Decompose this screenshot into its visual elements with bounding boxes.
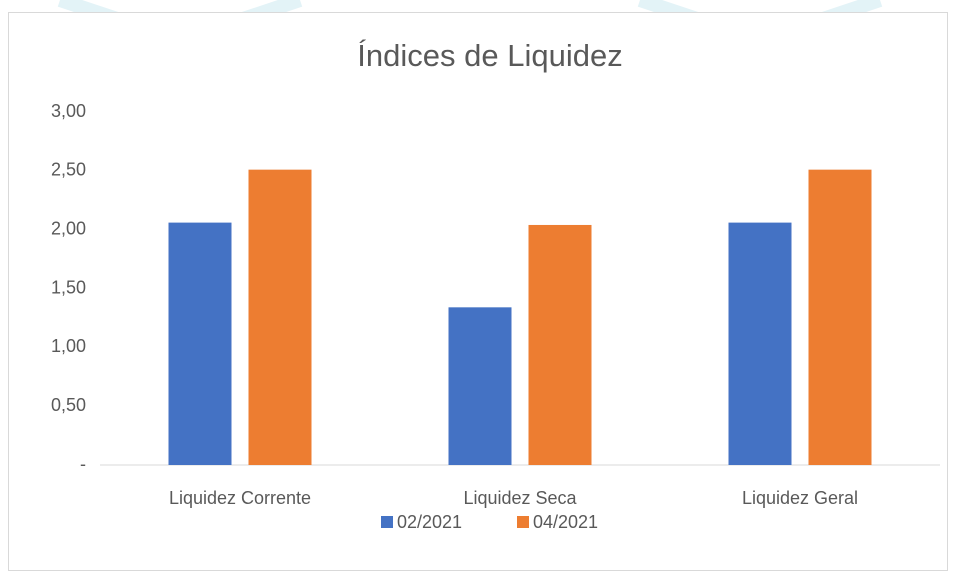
y-tick-label: 3,00 bbox=[51, 101, 86, 121]
bar bbox=[528, 224, 592, 465]
bar bbox=[448, 307, 512, 465]
legend-label: 02/2021 bbox=[397, 512, 462, 532]
x-tick-label: Liquidez Seca bbox=[463, 488, 577, 508]
bar bbox=[808, 169, 872, 465]
bar bbox=[248, 169, 312, 465]
y-tick-label: 0,50 bbox=[51, 395, 86, 415]
legend-swatch bbox=[381, 516, 393, 528]
x-tick-label: Liquidez Geral bbox=[742, 488, 858, 508]
y-tick-label: - bbox=[80, 454, 86, 474]
bar bbox=[728, 222, 792, 465]
legend-label: 04/2021 bbox=[533, 512, 598, 532]
x-tick-label: Liquidez Corrente bbox=[169, 488, 311, 508]
y-tick-label: 1,00 bbox=[51, 336, 86, 356]
legend-swatch bbox=[517, 516, 529, 528]
bar bbox=[168, 222, 232, 465]
y-tick-label: 2,00 bbox=[51, 218, 86, 238]
y-tick-label: 1,50 bbox=[51, 277, 86, 297]
y-tick-label: 2,50 bbox=[51, 160, 86, 180]
chart-title: Índices de Liquidez bbox=[357, 38, 622, 73]
